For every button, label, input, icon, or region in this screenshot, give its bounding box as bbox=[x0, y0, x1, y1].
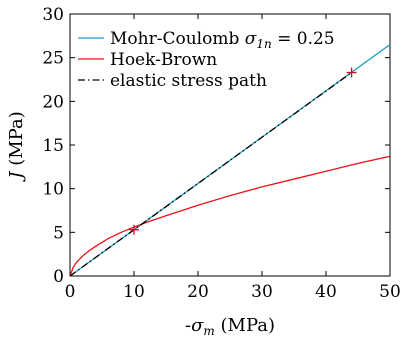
y-tick-label: 15 bbox=[42, 136, 64, 156]
y-tick-label: 10 bbox=[42, 180, 64, 200]
x-tick-label: 0 bbox=[65, 282, 76, 302]
legend: Mohr-Coulomb σ1n = 0.25Hoek-Brownelastic… bbox=[78, 29, 335, 91]
x-tick-label: 30 bbox=[251, 282, 273, 302]
y-tick-label: 0 bbox=[53, 267, 64, 287]
axes: 0 10 20 30 40 50 0 5 10 15 20 25 30 bbox=[42, 5, 400, 302]
x-tick-label: 40 bbox=[315, 282, 337, 302]
y-tick-label: 5 bbox=[53, 223, 64, 243]
legend-label-1: Hoek-Brown bbox=[110, 50, 217, 70]
y-tick-label: 20 bbox=[42, 92, 64, 112]
series-layer bbox=[69, 44, 391, 277]
series-line-1 bbox=[69, 155, 391, 277]
x-tick-label: 20 bbox=[187, 282, 209, 302]
legend-label-2: elastic stress path bbox=[110, 71, 267, 91]
marker-layer bbox=[129, 67, 357, 235]
x-tick-label: 10 bbox=[123, 282, 145, 302]
y-tick-label: 30 bbox=[42, 5, 64, 25]
x-tick-label: 50 bbox=[379, 282, 401, 302]
x-axis-title: -σm (MPa) bbox=[185, 315, 275, 338]
legend-label-0: Mohr-Coulomb σ1n = 0.25 bbox=[110, 29, 335, 51]
y-axis-title: J (MPa) bbox=[6, 111, 27, 182]
y-tick-label: 25 bbox=[42, 49, 64, 69]
